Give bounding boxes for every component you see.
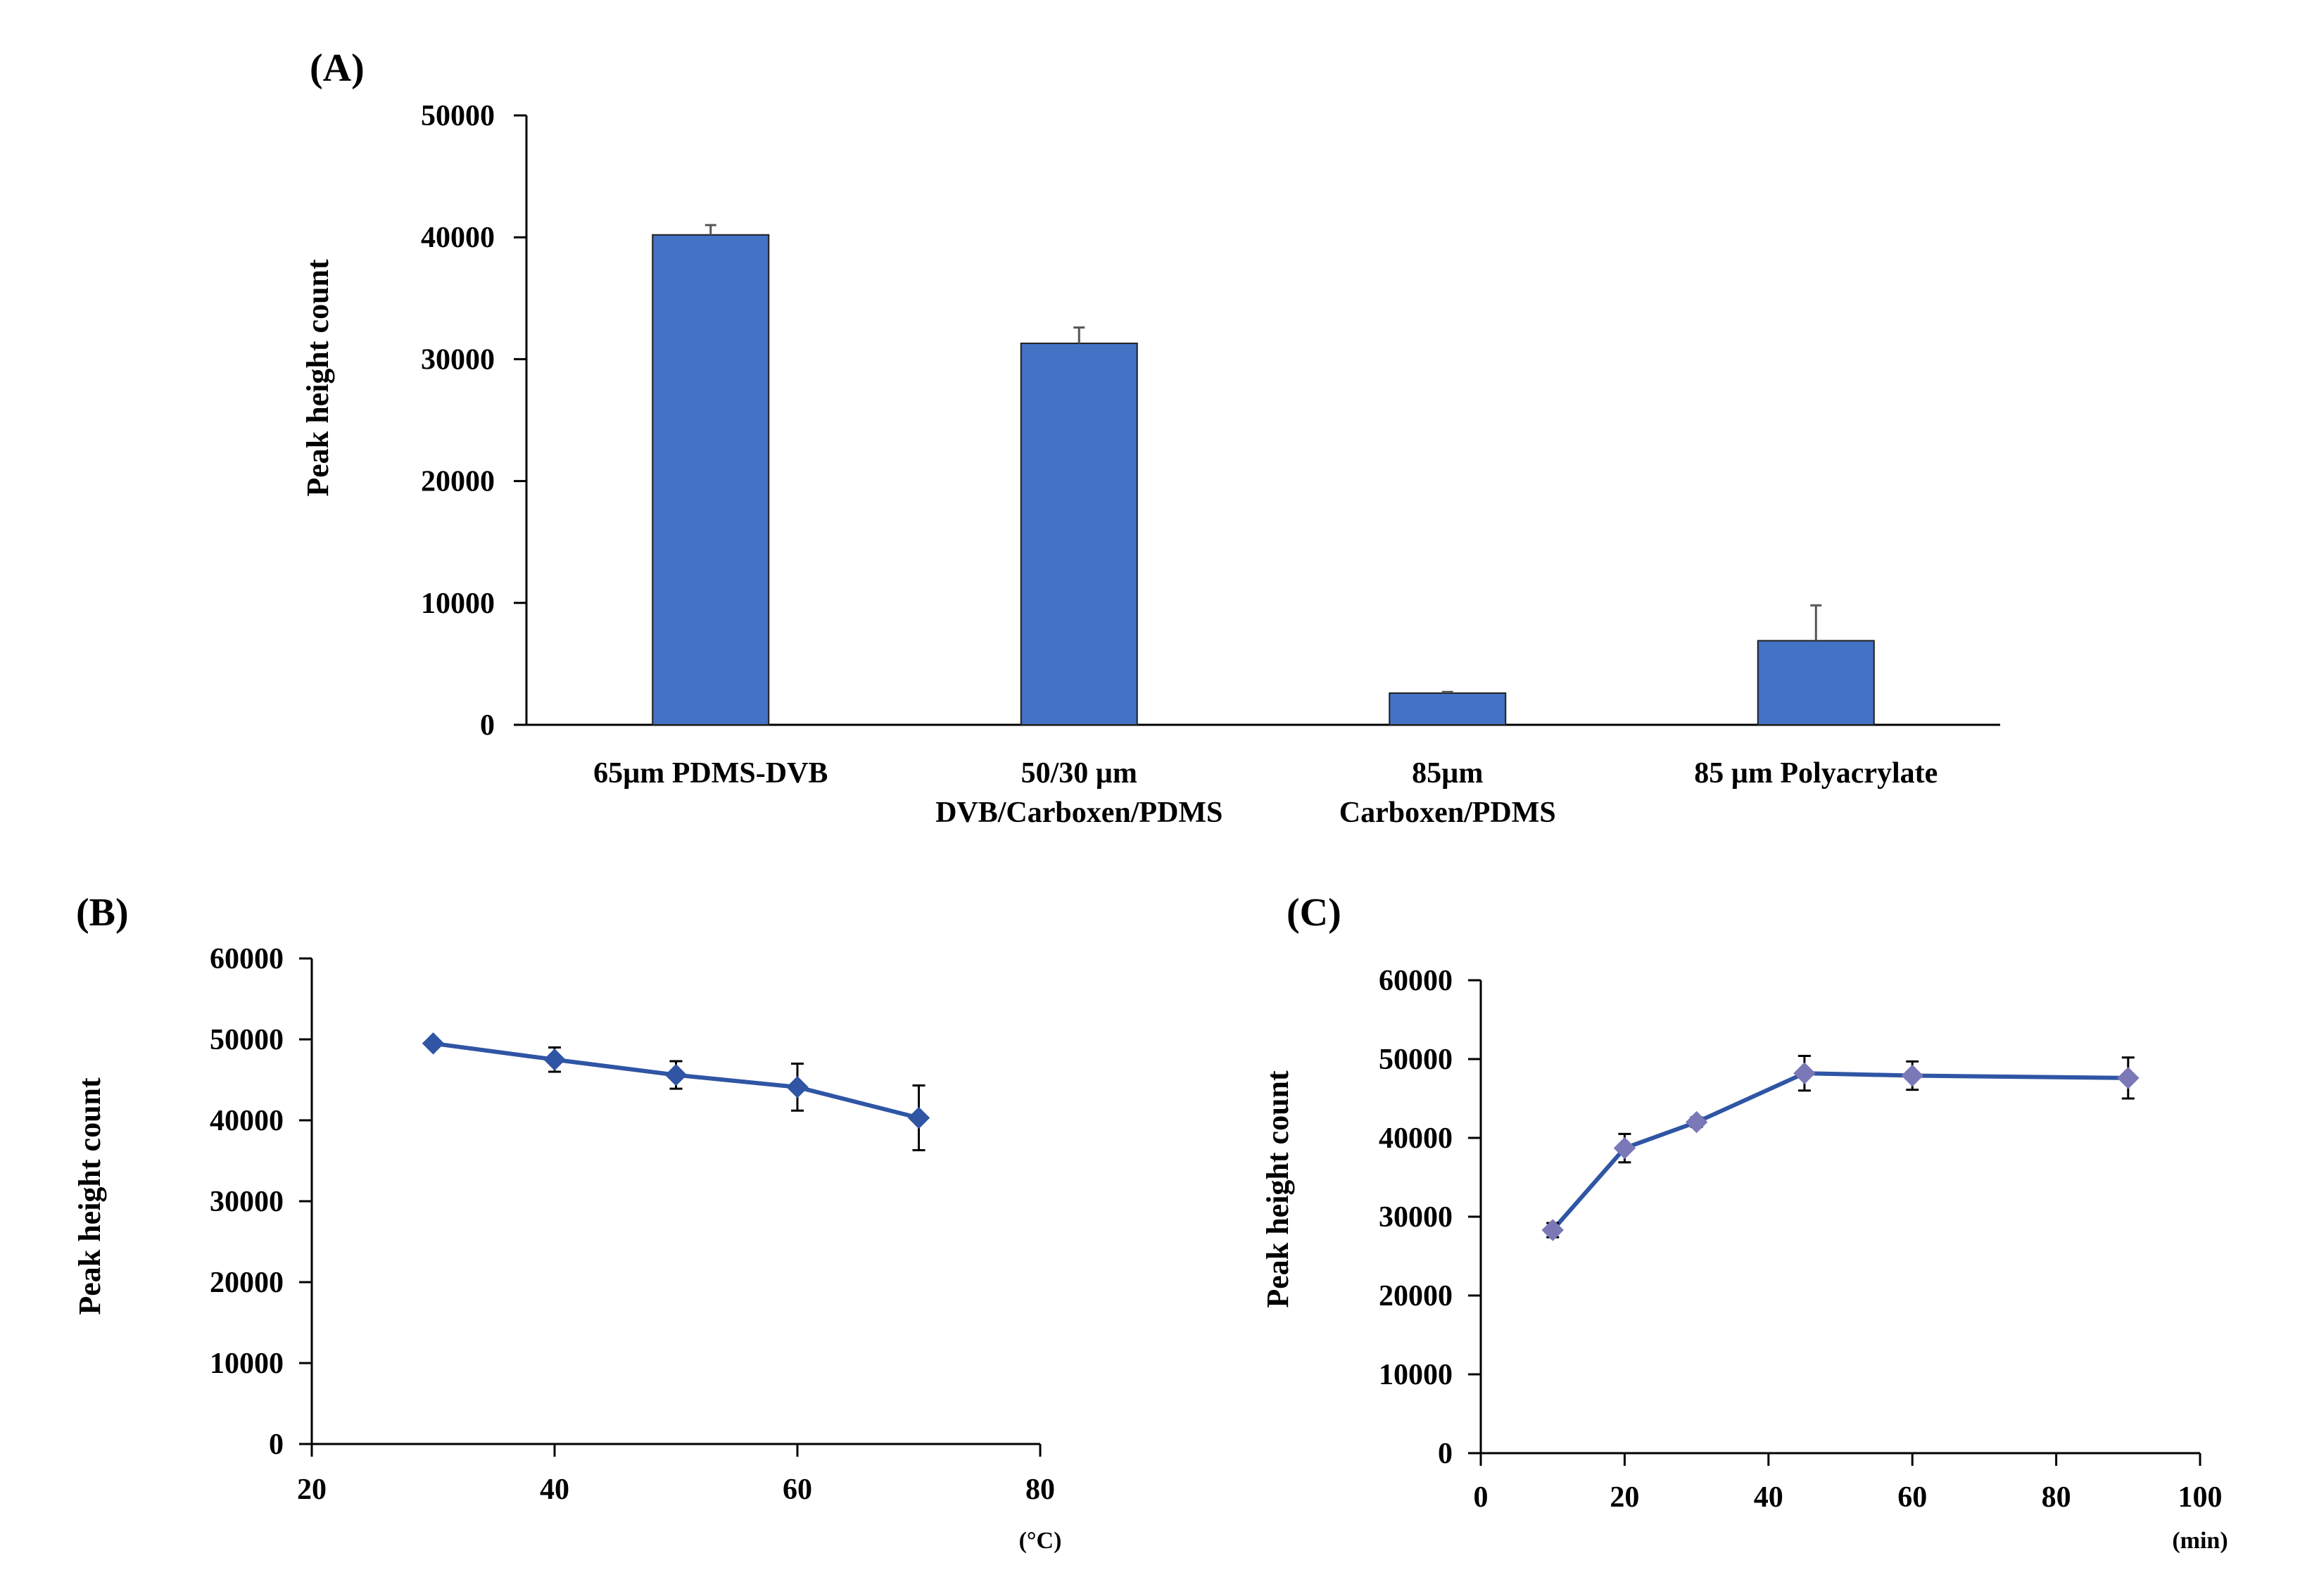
panel-b-x-ticks: 20 40 60 80 bbox=[297, 1444, 1055, 1506]
panel-b-series bbox=[422, 1032, 930, 1152]
panel-b-data-point bbox=[786, 1076, 809, 1098]
panel-a-category-label: 85 µm Polyacrylate bbox=[1694, 757, 1938, 790]
panel-c-x-tick-label: 20 bbox=[1610, 1481, 1639, 1514]
panel-b-x-unit: (°C) bbox=[1019, 1528, 1062, 1554]
panel-b-y-tick-label: 40000 bbox=[210, 1105, 284, 1137]
panel-c-data-point bbox=[1541, 1219, 1564, 1241]
panel-a-y-ticks: 0 10000 20000 30000 40000 50000 bbox=[421, 100, 526, 742]
panel-c-data-point bbox=[1793, 1062, 1816, 1084]
panel-a-category-label: Carboxen/PDMS bbox=[1339, 797, 1556, 829]
panel-b-y-tick-label: 30000 bbox=[210, 1186, 284, 1218]
panel-c-y-tick-label: 50000 bbox=[1379, 1044, 1453, 1076]
panel-a-label: (A) bbox=[310, 46, 365, 90]
panel-c-x-tick-label: 60 bbox=[1897, 1481, 1927, 1514]
panel-b-x-tick-label: 20 bbox=[297, 1474, 327, 1506]
panel-b-data-point bbox=[664, 1063, 688, 1087]
panel-c-series bbox=[1541, 1055, 2140, 1241]
panel-a-bars bbox=[652, 234, 1875, 726]
panel-b-y-tick-label: 0 bbox=[269, 1429, 284, 1461]
panel-b-y-tick-label: 20000 bbox=[210, 1267, 284, 1299]
panel-b-axes bbox=[310, 958, 1040, 1445]
panel-c-label: (C) bbox=[1287, 891, 1341, 935]
panel-c-y-tick-label: 30000 bbox=[1379, 1201, 1453, 1234]
panel-c-y-tick-label: 20000 bbox=[1379, 1280, 1453, 1312]
panel-c-x-unit: (min) bbox=[2172, 1528, 2228, 1554]
panel-c-axes bbox=[1479, 980, 2200, 1455]
panel-b-x-tick-label: 60 bbox=[783, 1474, 812, 1506]
panel-c-data-point bbox=[1613, 1136, 1636, 1160]
panel-a-bar bbox=[1757, 640, 1875, 726]
panel-c-y-ticks: 0 10000 20000 30000 40000 50000 60000 bbox=[1379, 965, 1481, 1470]
panel-b-data-point bbox=[907, 1106, 930, 1129]
panel-c-y-tick-label: 0 bbox=[1438, 1438, 1453, 1470]
panel-a-y-axis-title: Peak height count bbox=[301, 259, 335, 497]
panel-b-y-tick-label: 60000 bbox=[210, 943, 284, 975]
panel-c-data-point bbox=[1685, 1110, 1708, 1134]
panel-c: (C) Peak height count (min) 0 10000 20000 3… bbox=[1260, 891, 2228, 1554]
panel-a-category-label: DVB/Carboxen/PDMS bbox=[935, 797, 1222, 829]
panel-a-category-label: 65µm PDMS-DVB bbox=[593, 757, 828, 790]
panel-b-x-tick-label: 80 bbox=[1025, 1474, 1055, 1506]
panel-a-y-tick-label: 30000 bbox=[421, 343, 495, 376]
panel-c-x-tick-label: 80 bbox=[2042, 1481, 2071, 1514]
panel-c-y-tick-label: 60000 bbox=[1379, 965, 1453, 997]
panel-a-error-bars bbox=[704, 224, 1822, 693]
panel-b-x-tick-label: 40 bbox=[540, 1474, 569, 1506]
panel-a-category-label: 85µm bbox=[1412, 757, 1483, 790]
panel-c-y-tick-label: 10000 bbox=[1379, 1359, 1453, 1391]
panel-a-y-tick-label: 40000 bbox=[421, 222, 495, 254]
panel-c-series-line bbox=[1550, 1071, 2128, 1232]
panel-c-data-point bbox=[2117, 1067, 2140, 1089]
panel-b-y-axis-title: Peak height count bbox=[72, 1077, 107, 1315]
panel-b-data-point bbox=[543, 1049, 566, 1071]
panel-b-y-tick-label: 50000 bbox=[210, 1024, 284, 1056]
panel-b-y-ticks: 0 10000 20000 30000 40000 50000 60000 bbox=[210, 943, 312, 1461]
panel-a-y-tick-label: 0 bbox=[480, 709, 495, 742]
panel-a-bar bbox=[652, 234, 770, 726]
panel-a-y-tick-label: 50000 bbox=[421, 100, 495, 132]
panel-a-y-tick-label: 20000 bbox=[421, 466, 495, 498]
panel-c-y-axis-title: Peak height count bbox=[1260, 1070, 1295, 1308]
panel-b-y-tick-label: 10000 bbox=[210, 1348, 284, 1380]
panel-c-x-tick-label: 100 bbox=[2178, 1481, 2223, 1514]
panel-a-bar bbox=[1020, 342, 1138, 726]
panel-a-axes bbox=[525, 115, 2000, 726]
panel-a-category-label: 50/30 µm bbox=[1021, 757, 1137, 790]
panel-a-bar bbox=[1389, 692, 1507, 726]
panel-c-x-ticks: 0 20 40 60 80 100 bbox=[1474, 1453, 2223, 1514]
panel-b-data-point bbox=[422, 1032, 445, 1055]
panel-c-data-point bbox=[1901, 1064, 1923, 1087]
panel-c-y-tick-label: 40000 bbox=[1379, 1122, 1453, 1155]
panel-b: (B) Peak height count (°C) 0 10000 20000 30… bbox=[72, 891, 1061, 1554]
panel-c-x-tick-label: 0 bbox=[1474, 1481, 1489, 1514]
panel-a: (A) Peak height count 0 10000 20000 30000 40… bbox=[301, 46, 2000, 829]
panel-a-y-tick-label: 10000 bbox=[421, 588, 495, 620]
panel-b-label: (B) bbox=[76, 891, 129, 935]
panel-a-category-labels: 65µm PDMS-DVB 50/30 µm DVB/Carboxen/PDMS 85… bbox=[593, 757, 1938, 829]
panel-c-x-tick-label: 40 bbox=[1754, 1481, 1783, 1514]
